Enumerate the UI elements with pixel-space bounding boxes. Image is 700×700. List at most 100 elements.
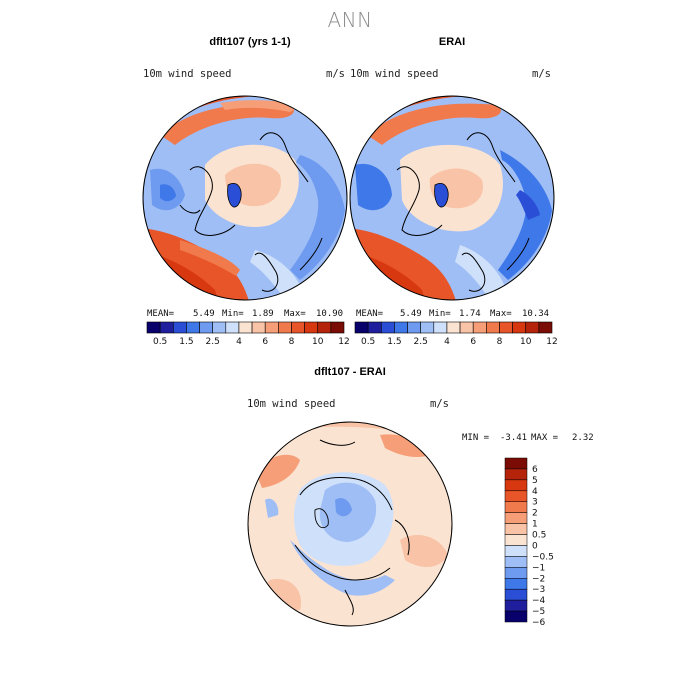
diff-colorbar-swatch — [504, 512, 528, 524]
diff-colorbar-tick-label: −6 — [532, 618, 546, 628]
model-colorbar-tick-label: 4 — [236, 337, 242, 347]
model-colorbar-tick-label: 12 — [338, 337, 349, 347]
obs-colorbar-swatch — [394, 321, 408, 334]
model-map — [143, 96, 347, 300]
model-colorbar-swatch — [251, 321, 266, 334]
diff-units-label: m/s — [430, 398, 449, 410]
diff-colorbar-tick-label: −4 — [532, 596, 546, 606]
diff-colorbar-swatch — [504, 578, 528, 590]
model-colorbar-tick-label: 0.5 — [153, 337, 167, 347]
obs-colorbar-swatch — [538, 321, 553, 334]
diff-colorbar-swatch — [504, 567, 528, 579]
obs-colorbar-swatch — [486, 321, 500, 334]
obs-colorbar-swatch — [446, 321, 461, 334]
obs-min-label: Min= — [429, 309, 451, 319]
obs-colorbar-swatch — [472, 321, 487, 334]
model-colorbar-tick-label: 1.5 — [179, 337, 193, 347]
obs-colorbar-tick-label: 2.5 — [414, 337, 428, 347]
model-colorbar-swatch — [317, 321, 332, 334]
obs-colorbar-swatch — [459, 321, 474, 334]
diff-colorbar-tick-label: −5 — [532, 607, 545, 617]
obs-colorbar-tick-label: 6 — [470, 337, 476, 347]
diff-colorbar-tick-label: 4 — [532, 487, 538, 497]
model-colorbar-swatch — [264, 321, 279, 334]
diff-colorbar-swatch — [504, 588, 528, 601]
obs-colorbar-tick-label: 1.5 — [387, 337, 401, 347]
diff-colorbar-tick-label: 0.5 — [532, 531, 546, 541]
obs-colorbar-tick-label: 0.5 — [361, 337, 375, 347]
obs-colorbar-swatch — [380, 321, 395, 334]
obs-map — [350, 96, 554, 300]
model-max-value: 10.90 — [316, 309, 344, 319]
diff-colorbar-tick-label: 5 — [532, 476, 538, 486]
model-colorbar-tick-label: 6 — [262, 337, 268, 347]
obs-max-value: 10.34 — [522, 309, 550, 319]
diff-min-label: MIN = — [462, 433, 490, 443]
model-colorbar-swatch — [291, 321, 305, 334]
obs-colorbar-swatch — [525, 321, 540, 334]
diff-colorbar-tick-label: −3 — [532, 585, 545, 595]
obs-mean-label: MEAN= — [356, 309, 384, 319]
obs-colorbar-tick-label: 10 — [520, 337, 532, 347]
obs-colorbar-tick-label: 8 — [497, 337, 503, 347]
model-colorbar-swatch — [238, 321, 253, 334]
obs-colorbar-swatch — [367, 321, 382, 334]
obs-colorbar-swatch — [499, 321, 513, 334]
diff-colorbar-tick-label: −2 — [532, 574, 545, 584]
diff-variable-label: 10m wind speed — [247, 398, 336, 410]
obs-units-label: m/s — [532, 68, 551, 80]
model-mean-label: MEAN= — [147, 309, 175, 319]
obs-colorbar-swatch — [433, 321, 448, 334]
model-colorbar-swatch — [199, 321, 213, 334]
diff-colorbar-tick-label: 6 — [532, 465, 538, 475]
diff-colorbar-tick-label: 0 — [532, 541, 538, 551]
diff-max-label: MAX = — [531, 433, 559, 443]
obs-colorbar-tick-label: 12 — [546, 337, 557, 347]
model-colorbar-swatch — [172, 321, 187, 334]
diff-colorbar-swatch — [504, 479, 528, 492]
model-units-label: m/s — [326, 68, 345, 80]
diff-map-outline — [247, 421, 453, 627]
diff-colorbar-tick-label: −0.5 — [532, 552, 554, 562]
diff-min-value: -3.41 — [500, 433, 528, 443]
model-max-label: Max= — [284, 309, 306, 319]
model-map-outline — [142, 95, 348, 301]
diff-colorbar-swatch — [504, 545, 528, 557]
model-mean-value: 5.49 — [193, 309, 215, 319]
obs-colorbar: 0.5 1.5 2.5 4 6 8 10 12 — [354, 321, 558, 347]
diff-colorbar-tick-label: 1 — [532, 520, 538, 530]
model-panel-title: dflt107 (yrs 1-1) — [209, 36, 291, 48]
obs-panel-title: ERAI — [438, 36, 466, 48]
model-colorbar-swatch — [186, 321, 200, 334]
model-colorbar-swatch — [225, 321, 240, 334]
model-min-label: Min= — [222, 309, 244, 319]
model-min-value: 1.89 — [252, 309, 274, 319]
obs-map-outline — [349, 95, 555, 301]
diff-colorbar-tick-label: 2 — [532, 509, 538, 519]
diff-max-value: 2.32 — [572, 433, 594, 443]
model-colorbar-swatch — [146, 321, 161, 334]
obs-min-value: 1.74 — [459, 309, 481, 319]
diff-colorbar-swatch — [504, 501, 528, 513]
model-colorbar-tick-label: 8 — [289, 337, 295, 347]
obs-colorbar-swatch — [512, 321, 527, 334]
diff-colorbar-tick-label: −1 — [532, 563, 545, 573]
diff-panel-title: dflt107 - ERAI — [314, 366, 386, 378]
model-colorbar-swatch — [304, 321, 319, 334]
obs-mean-value: 5.49 — [400, 309, 422, 319]
obs-colorbar-tick-label: 4 — [444, 337, 450, 347]
obs-colorbar-swatch — [420, 321, 435, 334]
diff-colorbar-swatch — [504, 523, 528, 535]
model-colorbar-tick-label: 2.5 — [206, 337, 220, 347]
obs-max-label: Max= — [490, 309, 512, 319]
diff-colorbar-swatch — [504, 534, 528, 546]
model-colorbar-tick-label: 10 — [312, 337, 324, 347]
model-colorbar-swatch — [212, 321, 227, 334]
model-colorbar-swatch — [278, 321, 292, 334]
figure-title: ANN — [327, 8, 373, 32]
diff-colorbar-tick-label: 3 — [532, 498, 538, 508]
diff-colorbar-swatch — [504, 468, 528, 481]
obs-colorbar-swatch — [354, 321, 369, 334]
